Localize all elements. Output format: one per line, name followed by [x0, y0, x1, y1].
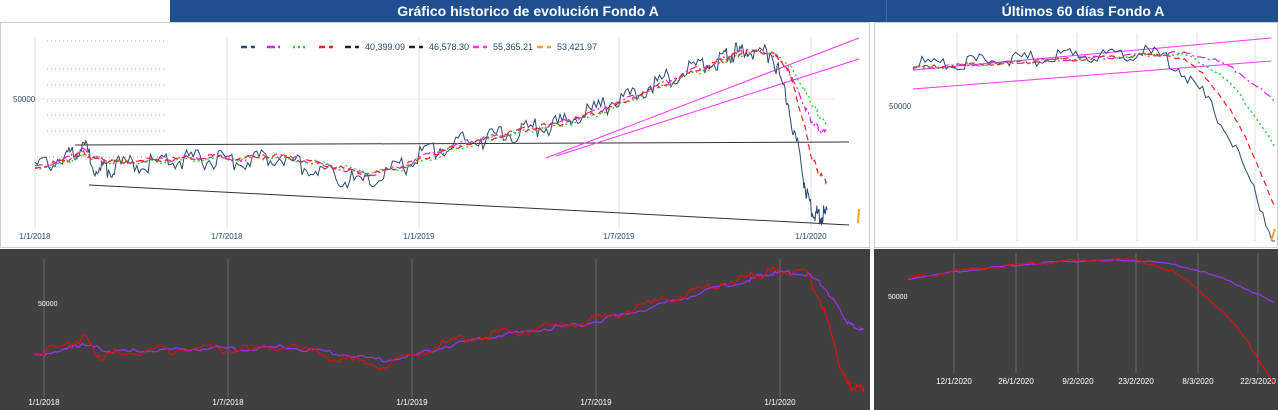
ma-green-line	[912, 52, 1276, 148]
x-tick-label: 26/1/2020	[998, 377, 1034, 386]
x-tick-label: 1/1/2020	[795, 232, 827, 241]
last-value-marker	[1270, 228, 1276, 242]
legend-label: 46,578.30	[429, 42, 469, 52]
x-tick-label: 1/1/2019	[403, 232, 435, 241]
x-tick-label: 1/7/2019	[580, 398, 612, 407]
x-tick-label: 1/1/2019	[396, 398, 428, 407]
oscillator-historic-chart: 50000 1/1/2018 1/7/2018 1/1/2019 1/7/2019 1/1…	[28, 259, 865, 407]
oscillator-historic-panel: 50000 1/1/2018 1/7/2018 1/1/2019 1/7/2019 1/1…	[0, 249, 870, 410]
y-tick-label: 50000	[889, 102, 912, 111]
ma-magenta-line	[912, 51, 1276, 103]
x-tick-label: 1/1/2020	[764, 398, 796, 407]
historic-chart: 50000 1/1/2018 1/7/2018 1/1/2019 1/7/2019 1/1…	[13, 37, 860, 241]
series-line-3	[35, 49, 828, 176]
magenta-channel-lower	[912, 60, 1272, 90]
main-chart-title: Gráfico historico de evolución Fondo A	[170, 0, 886, 22]
y-tick-label: 50000	[38, 301, 58, 308]
series-line-2	[34, 48, 828, 178]
y-tick-label: 50000	[888, 294, 908, 301]
x-tick-label: 23/2/2020	[1118, 377, 1154, 386]
legend-label: 40,399.09	[365, 42, 405, 52]
magenta-channel-upper	[545, 37, 860, 159]
top-strip	[0, 0, 170, 6]
x-tick-label: 1/7/2019	[603, 232, 635, 241]
oscillator-last60-chart: 50000 12/1/2020 26/1/2020 9/2/2020 23/2/2020…	[888, 253, 1276, 386]
support-line	[74, 141, 850, 146]
series-line-1	[34, 42, 828, 226]
x-tick-label: 8/3/2020	[1182, 377, 1214, 386]
last60-chart: 50000	[889, 33, 1276, 242]
price-line	[912, 44, 1275, 242]
ma-red-line	[912, 52, 1276, 208]
oscillator-last60-panel: 50000 12/1/2020 26/1/2020 9/2/2020 23/2/2020…	[874, 249, 1278, 410]
oscillator-red-line	[33, 266, 865, 393]
legend-label: 55,365.21	[493, 42, 533, 52]
x-tick-label: 1/7/2018	[212, 398, 244, 407]
x-tick-label: 1/1/2018	[19, 232, 51, 241]
x-tick-label: 1/1/2018	[28, 398, 60, 407]
series-line-4	[34, 48, 828, 186]
x-tick-label: 22/3/2020	[1240, 377, 1276, 386]
y-tick-label: 50000	[13, 95, 36, 104]
oscillator-purple-line	[907, 259, 1275, 303]
side-chart-title: Últimos 60 días Fondo A	[886, 0, 1278, 22]
resistance-line	[88, 184, 850, 226]
x-tick-label: 12/1/2020	[936, 377, 972, 386]
last-value-marker	[857, 208, 860, 224]
last60-chart-panel: 50000	[874, 22, 1278, 248]
oscillator-red-line	[907, 257, 1275, 384]
x-tick-label: 9/2/2020	[1062, 377, 1094, 386]
magenta-channel-lower	[555, 58, 860, 157]
legend-label: 53,421.97	[557, 42, 597, 52]
historic-chart-panel: 50000 1/1/2018 1/7/2018 1/1/2019 1/7/2019 1/1…	[0, 22, 870, 248]
x-tick-label: 1/7/2018	[211, 232, 243, 241]
oscillator-purple-line	[33, 269, 865, 363]
